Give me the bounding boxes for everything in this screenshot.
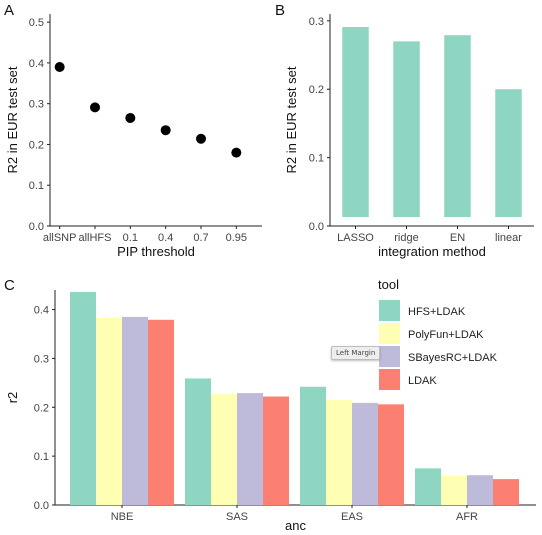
x-tick-label: NBE (111, 511, 134, 523)
bar (415, 468, 441, 505)
y-tick-label: 0.4 (34, 305, 49, 317)
y-tick-label: 0.3 (29, 99, 44, 111)
y-tick-label: 0.4 (29, 58, 44, 70)
x-axis-title: PIP threshold (117, 244, 195, 259)
y-tick-label: 0.2 (34, 402, 49, 414)
y-tick-label: 0.1 (34, 451, 49, 463)
left-margin-tooltip: Left Margin (331, 346, 381, 360)
legend-swatch (379, 346, 400, 367)
bar (185, 378, 211, 505)
x-tick-label: 0.95 (226, 232, 247, 244)
y-tick-label: 0.0 (34, 500, 49, 512)
scatter-point (90, 102, 100, 113)
x-tick-label: linear (495, 232, 522, 244)
y-tick-label: 0.2 (309, 84, 324, 96)
bar (352, 402, 378, 505)
bar (342, 26, 369, 218)
bar (211, 394, 237, 505)
y-axis-title: r2 (5, 392, 20, 404)
scatter-point (54, 62, 65, 72)
x-tick-label: EN (450, 232, 465, 244)
x-tick-label: allSNP (43, 232, 77, 244)
bar (441, 475, 467, 505)
bar (393, 41, 420, 217)
y-axis-title: R2 in EUR test set (284, 66, 299, 173)
scatter-point (231, 147, 242, 158)
bar (495, 89, 522, 217)
legend: tool HFS+LDAK PolyFun+LDAK SBayesRC+LDAK LDA… (378, 277, 498, 390)
x-tick-label: 0.4 (158, 232, 173, 244)
panel-b-bar-chart: 0.0 0.1 0.2 0.3 LASSO ridge EN linear integratio… (284, 14, 534, 259)
legend-swatch (379, 369, 400, 390)
scatter-point (125, 112, 136, 123)
bar (467, 475, 493, 505)
bar (122, 316, 148, 505)
panel-label-b: B (275, 2, 285, 19)
scatter-point (196, 133, 206, 144)
legend-title: tool (378, 277, 399, 292)
bar (326, 399, 352, 505)
bar (148, 319, 174, 505)
x-tick-label: EAS (341, 511, 363, 523)
panel-label-a: A (4, 2, 14, 19)
x-axis-title: integration method (378, 244, 486, 259)
bar (263, 396, 289, 505)
x-tick-label: ridge (394, 232, 418, 244)
x-tick-label: LASSO (337, 232, 374, 244)
x-tick-label: allHFS (78, 232, 111, 244)
y-tick-label: 0.3 (309, 16, 324, 28)
legend-swatch (379, 300, 400, 321)
x-tick-label: 0.7 (193, 232, 208, 244)
y-tick-label: 0.0 (309, 221, 324, 233)
bar (378, 404, 404, 505)
scatter-point (160, 125, 171, 136)
y-tick-label: 0.2 (29, 139, 44, 151)
y-axis-title: R2 in EUR test set (5, 66, 20, 173)
panel-c-grouped-bar-chart: 0.0 0.1 0.2 0.3 0.4 NBE SAS EAS AFR anc r2 tool HFS+… (5, 277, 536, 533)
bar (237, 393, 263, 505)
y-tick-label: 0.5 (29, 17, 44, 29)
bar (70, 291, 96, 505)
bar (300, 386, 326, 505)
x-tick-label: 0.1 (123, 232, 138, 244)
x-tick-label: AFR (456, 511, 478, 523)
bar (493, 479, 519, 505)
x-axis-title: anc (285, 518, 306, 533)
legend-swatch (379, 323, 400, 344)
panel-a-scatter-chart: 0.0 0.1 0.2 0.3 0.4 0.5 allSNP allHFS 0.1 0.4 0.7 0… (5, 14, 262, 259)
legend-label: HFS+LDAK (408, 306, 466, 318)
legend-label: SBayesRC+LDAK (408, 352, 498, 364)
y-tick-label: 0.1 (29, 180, 44, 192)
bar (96, 317, 122, 505)
panel-label-c: C (4, 277, 15, 294)
y-tick-label: 0.1 (309, 153, 324, 165)
y-tick-label: 0.0 (29, 221, 44, 233)
legend-label: LDAK (408, 375, 437, 387)
x-tick-label: SAS (226, 511, 248, 523)
y-tick-label: 0.3 (34, 353, 49, 365)
legend-label: PolyFun+LDAK (408, 329, 484, 341)
bar (444, 35, 471, 218)
